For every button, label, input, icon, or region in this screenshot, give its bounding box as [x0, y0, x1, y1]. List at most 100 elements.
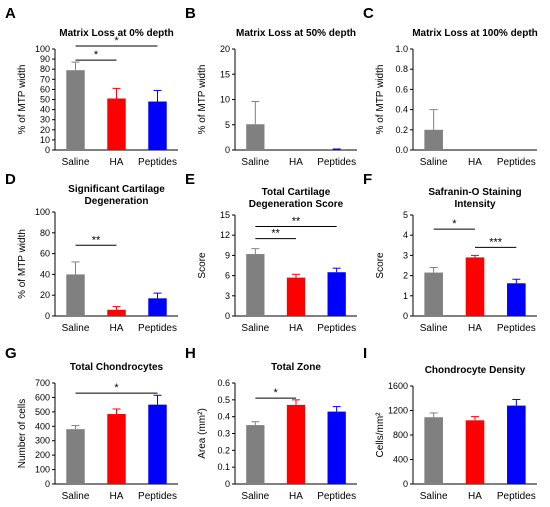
- chart-title-line: Safranin-O Staining: [428, 187, 521, 198]
- y-axis-label: Score: [375, 252, 386, 279]
- y-tick-label: 1.0: [395, 44, 408, 54]
- y-tick-label: 0.0: [395, 145, 408, 155]
- y-tick-label: 40: [40, 269, 50, 279]
- y-tick-label: 3: [225, 291, 230, 301]
- panel-letter-I: I: [363, 345, 367, 362]
- x-tick-label: Peptides: [317, 157, 356, 168]
- x-tick-label: Saline: [62, 323, 90, 334]
- panel-letter-A: A: [5, 5, 16, 22]
- y-tick-label: 400: [35, 421, 50, 431]
- x-tick-label: Saline: [420, 157, 448, 168]
- significance-label: *: [94, 49, 99, 61]
- y-tick-label: 5: [225, 120, 230, 130]
- x-tick-label: Saline: [62, 157, 90, 168]
- y-tick-label: 50: [40, 95, 50, 105]
- y-tick-label: 0.5: [217, 395, 230, 405]
- y-tick-label: 0.4: [217, 412, 230, 422]
- y-tick-label: 9: [225, 250, 230, 260]
- y-tick-label: 600: [35, 392, 50, 402]
- bar-peptides: [327, 272, 346, 316]
- y-tick-label: 5: [403, 210, 408, 220]
- y-tick-label: 30: [40, 115, 50, 125]
- bar-ha: [465, 420, 485, 484]
- bar-saline: [246, 124, 265, 150]
- y-tick-label: 0: [225, 479, 230, 489]
- chart-title-line: Degeneration Score: [249, 199, 344, 210]
- y-tick-label: 20: [40, 290, 50, 300]
- x-tick-label: Saline: [62, 491, 90, 502]
- bar-peptides: [507, 405, 526, 484]
- x-tick-label: Peptides: [138, 323, 177, 334]
- y-tick-label: 100: [35, 207, 50, 217]
- y-tick-label: 0: [45, 479, 50, 489]
- bar-saline: [66, 274, 85, 316]
- bar-peptides: [148, 101, 167, 150]
- y-axis-label: % of MTP width: [17, 229, 28, 299]
- x-tick-label: Peptides: [317, 491, 356, 502]
- bar-ha: [107, 414, 126, 484]
- bar-saline: [246, 425, 265, 484]
- y-tick-label: 80: [40, 64, 50, 74]
- significance-label: *: [274, 387, 279, 399]
- panel-letter-E: E: [185, 171, 195, 188]
- y-tick-label: 400: [393, 455, 408, 465]
- chart-title-line: Significant Cartilage: [68, 184, 165, 195]
- x-tick-label: Peptides: [138, 157, 177, 168]
- significance-label: **: [92, 234, 101, 246]
- y-tick-label: 60: [40, 84, 50, 94]
- bar-peptides: [327, 149, 346, 150]
- bar-saline: [246, 254, 265, 316]
- y-tick-label: 0: [45, 311, 50, 321]
- chart-title: Matrix Loss at 0% depth: [59, 28, 173, 39]
- y-tick-label: 0: [403, 311, 408, 321]
- x-tick-label: HA: [110, 491, 124, 502]
- x-tick-label: Saline: [241, 491, 269, 502]
- x-tick-label: Saline: [420, 491, 448, 502]
- y-tick-label: 10: [220, 95, 230, 105]
- y-tick-label: 0.2: [217, 445, 230, 455]
- y-tick-label: 0.2: [395, 125, 408, 135]
- y-axis-label: Area (mm²): [197, 408, 208, 459]
- y-tick-label: 20: [40, 125, 50, 135]
- y-tick-label: 40: [40, 105, 50, 115]
- y-tick-label: 0: [45, 145, 50, 155]
- panel-letter-B: B: [185, 5, 196, 22]
- bar-saline: [66, 70, 85, 150]
- chart-title: Matrix Loss at 100% depth: [412, 28, 538, 39]
- chart-title-line: Total Cartilage: [262, 187, 331, 198]
- y-tick-label: 0.8: [395, 64, 408, 74]
- y-tick-label: 200: [35, 450, 50, 460]
- y-axis-label: % of MTP width: [17, 65, 28, 135]
- x-tick-label: HA: [110, 157, 124, 168]
- y-tick-label: 100: [35, 44, 50, 54]
- bar-ha: [286, 277, 306, 316]
- panel-letter-F: F: [363, 171, 372, 188]
- y-tick-label: 15: [220, 210, 230, 220]
- chart-title-line: Intensity: [454, 199, 496, 210]
- x-tick-label: HA: [289, 491, 303, 502]
- bar-saline: [424, 272, 443, 316]
- y-axis-label: % of MTP width: [375, 65, 386, 135]
- bar-ha: [286, 404, 306, 484]
- x-tick-label: Peptides: [138, 491, 177, 502]
- y-tick-label: 90: [40, 54, 50, 64]
- panel-letter-D: D: [5, 171, 16, 188]
- panel-letter-H: H: [185, 345, 196, 362]
- bar-saline: [424, 129, 443, 150]
- significance-label: **: [292, 215, 301, 227]
- bar-peptides: [507, 283, 526, 316]
- y-tick-label: 0.3: [217, 429, 230, 439]
- significance-label: *: [452, 218, 457, 230]
- chart-title: Total Chondrocytes: [70, 362, 164, 373]
- chart-title: Chondrocyte Density: [425, 365, 526, 376]
- x-tick-label: HA: [110, 323, 124, 334]
- y-axis-label: Number of cells: [17, 399, 28, 468]
- y-tick-label: 6: [225, 271, 230, 281]
- y-tick-label: 4: [403, 230, 408, 240]
- x-tick-label: HA: [468, 491, 482, 502]
- y-tick-label: 500: [35, 407, 50, 417]
- x-tick-label: HA: [468, 157, 482, 168]
- y-tick-label: 1: [403, 291, 408, 301]
- y-tick-label: 12: [220, 230, 230, 240]
